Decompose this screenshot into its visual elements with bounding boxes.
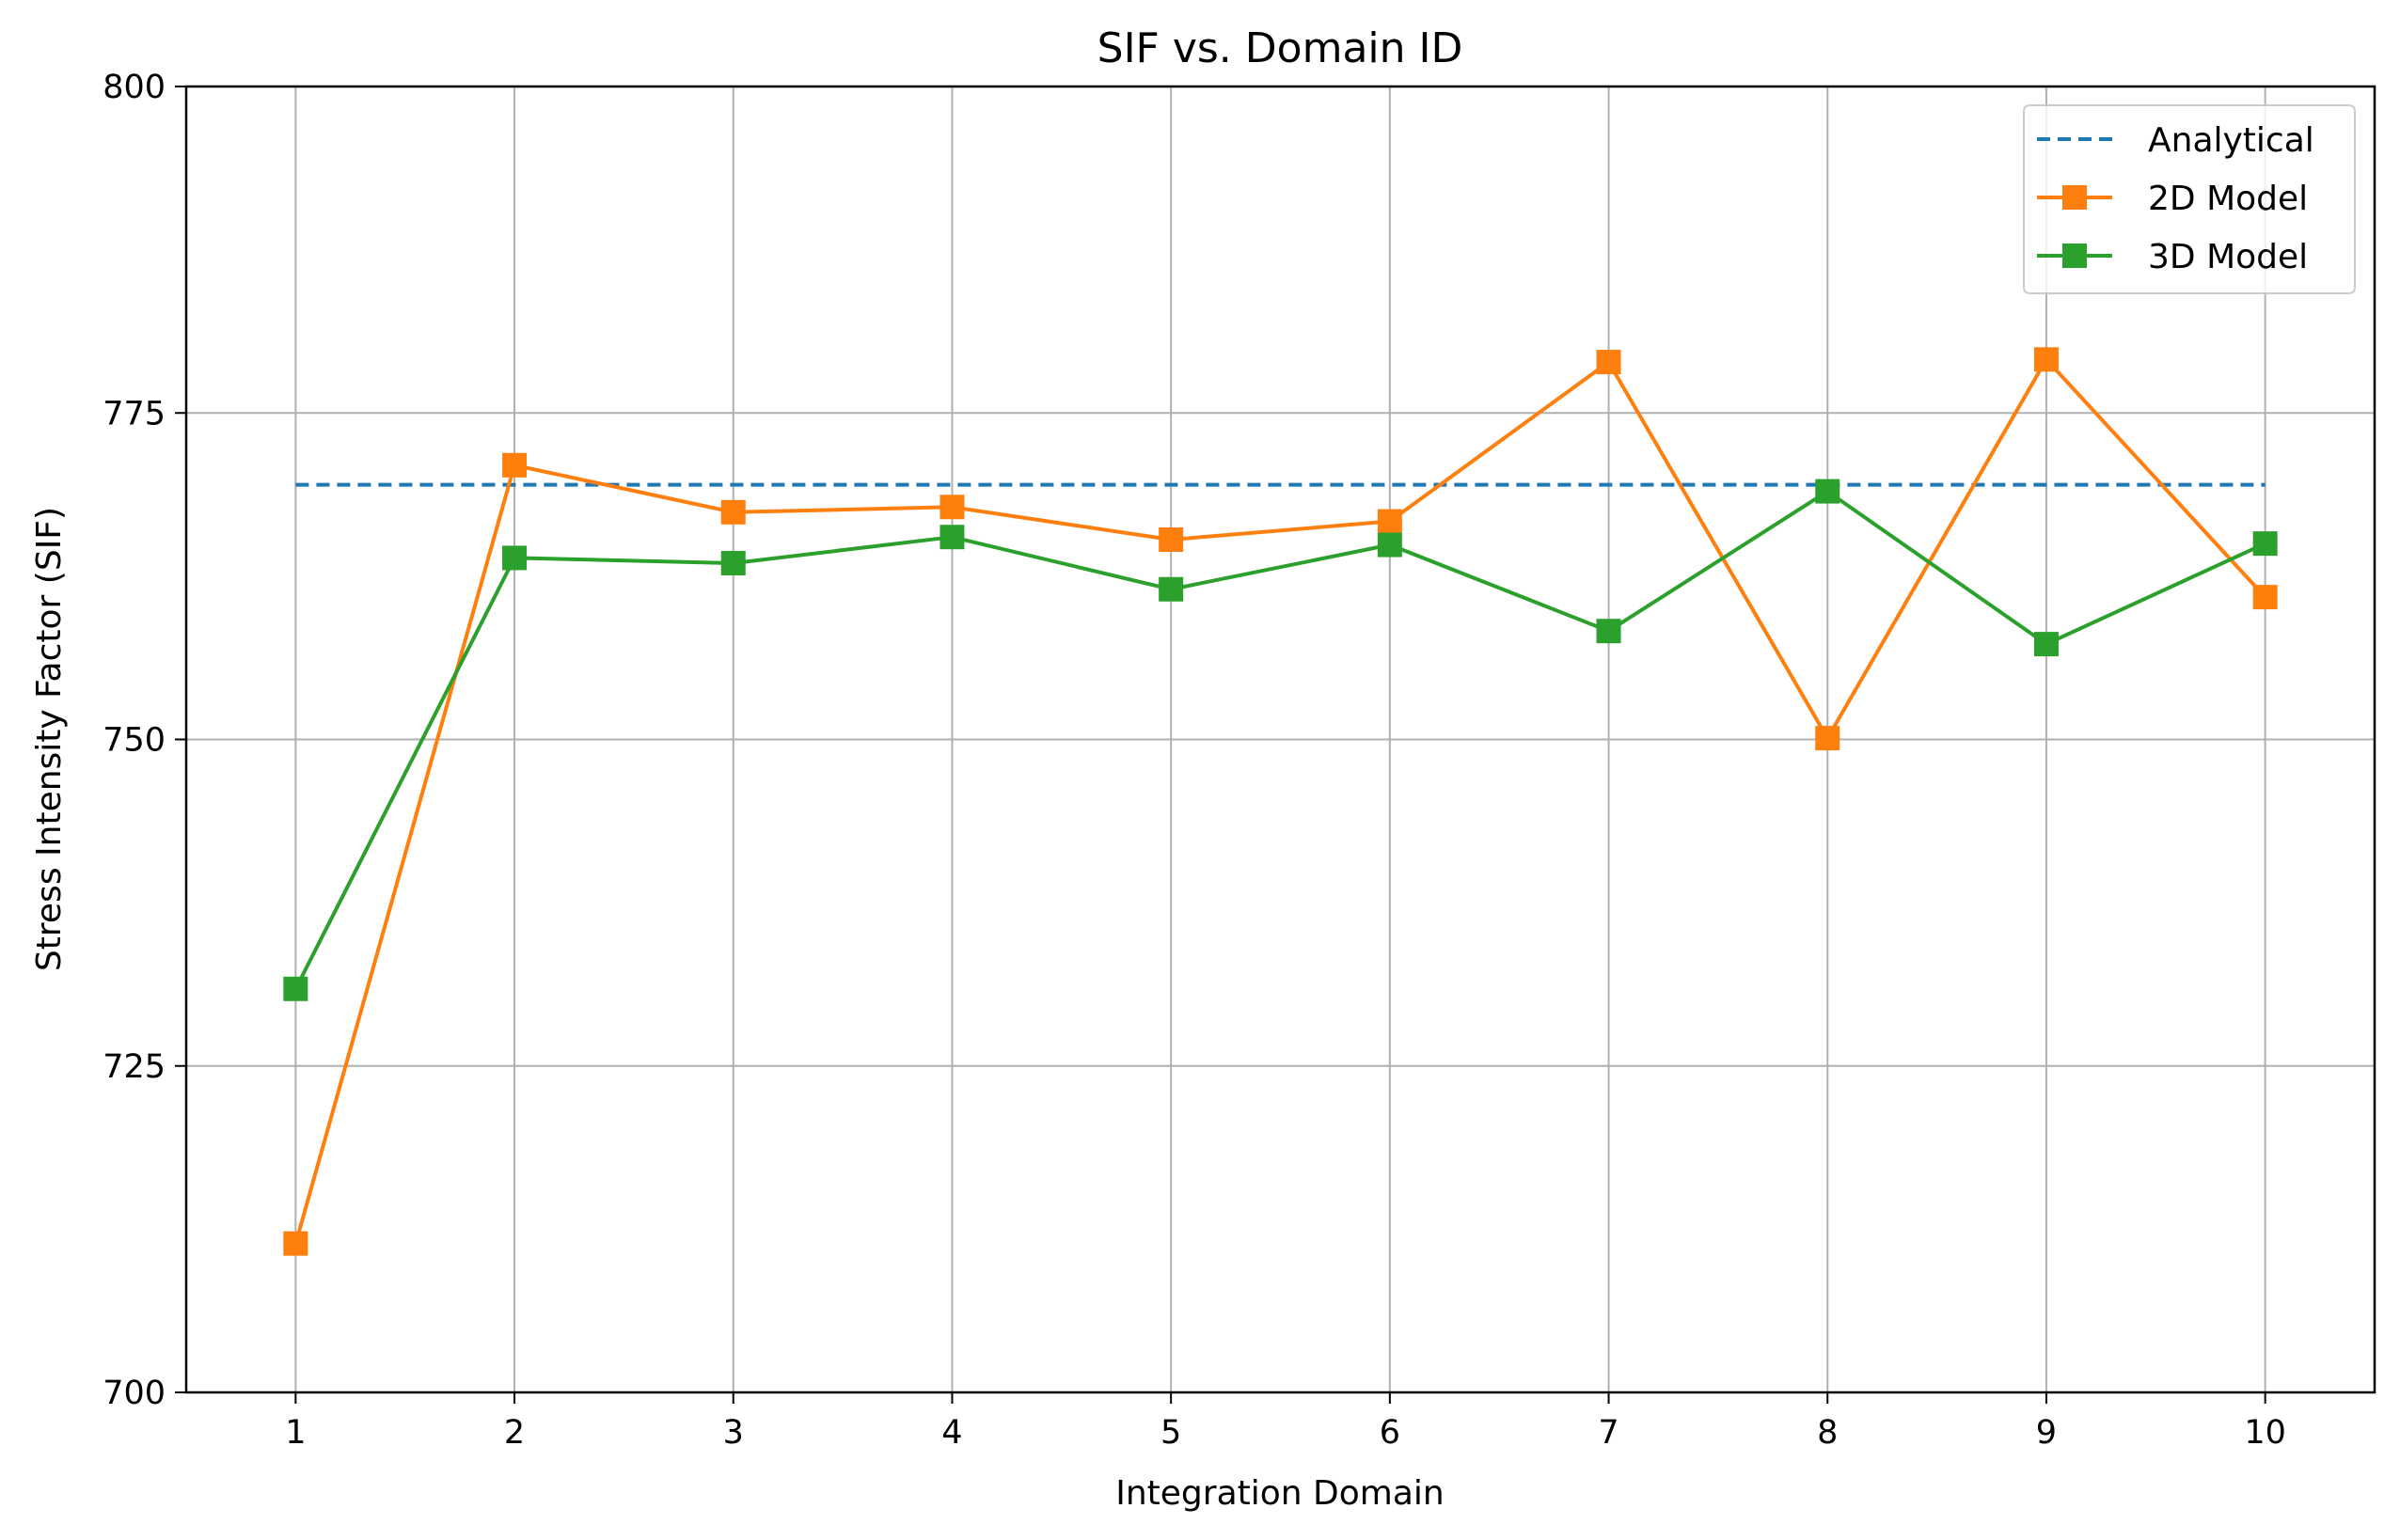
2d-model-point [283, 1231, 308, 1256]
x-tick-label: 1 [285, 1414, 306, 1452]
y-tick-label: 750 [103, 722, 166, 760]
series-layer [283, 347, 2278, 1256]
2d-model-point [502, 452, 528, 478]
3d-model-point [1815, 479, 1840, 504]
2d-model-point [1815, 726, 1840, 751]
3d-model-point [1377, 532, 1402, 558]
3d-model-point [283, 976, 308, 1001]
y-tick-label: 775 [103, 395, 166, 432]
ticks: 1 2 3 4 5 6 7 8 9 10 700 725 750 775 800 [103, 69, 2286, 1452]
3d-model-point [2033, 632, 2059, 657]
x-axis-label: Integration Domain [1115, 1474, 1445, 1513]
x-tick-label: 4 [941, 1414, 962, 1452]
x-tick-label: 10 [2244, 1414, 2286, 1452]
y-tick-label: 725 [103, 1048, 166, 1086]
2d-model-point [1377, 509, 1402, 534]
legend-label-3d-model: 3D Model [2148, 238, 2308, 276]
legend-marker-3d-model [2062, 244, 2087, 268]
x-tick-label: 3 [723, 1414, 744, 1452]
legend: Analytical 2D Model 3D Model [2023, 104, 2356, 294]
x-tick-label: 8 [1817, 1414, 1838, 1452]
3d-model-point [720, 550, 746, 575]
legend-label-analytical: Analytical [2148, 121, 2314, 160]
x-tick-label: 7 [1598, 1414, 1618, 1452]
2d-model-point [720, 499, 746, 525]
y-axis-label: Stress Intensity Factor (SIF) [30, 507, 69, 971]
3d-model-point [1596, 619, 1621, 644]
y-tick-label: 800 [103, 69, 166, 106]
2d-model-point [939, 495, 965, 520]
3d-model-line [293, 489, 2266, 990]
chart-title: SIF vs. Domain ID [1097, 24, 1463, 72]
x-tick-label: 9 [2036, 1414, 2057, 1452]
3d-model-point [2252, 531, 2278, 557]
2d-model-point [1159, 526, 1184, 552]
2d-model-line [293, 357, 2267, 1245]
x-tick-label: 6 [1380, 1414, 1400, 1452]
legend-marker-2d-model [2062, 185, 2087, 210]
3d-model-point [502, 545, 528, 571]
legend-box [2023, 104, 2356, 294]
2d-model-point [1596, 350, 1621, 375]
2d-model-point [2033, 347, 2059, 372]
3d-model-point [939, 525, 965, 550]
legend-label-2d-model: 2D Model [2148, 180, 2308, 218]
x-tick-label: 2 [504, 1414, 525, 1452]
y-tick-label: 700 [103, 1375, 166, 1412]
3d-model-point [1159, 576, 1184, 602]
2d-model-point [2252, 585, 2278, 610]
x-tick-label: 5 [1161, 1414, 1181, 1452]
